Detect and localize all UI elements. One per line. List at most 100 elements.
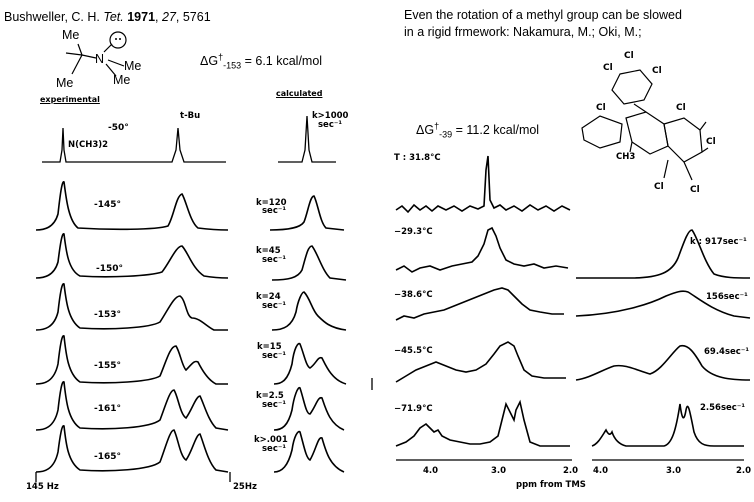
citation-authors: Bushweller, C. H. [4, 10, 100, 24]
r-axis-label: ppm from TMS [516, 480, 586, 490]
citation-year: 1971 [127, 10, 156, 24]
exp-spectrum-row2 [35, 233, 229, 279]
trip-cl-bond-1 [699, 121, 707, 131]
exp-spectrum-row5 [35, 381, 229, 431]
r-axis-tick-l-2: 2.0 [563, 466, 579, 476]
row-rate-4: k=15 [257, 342, 282, 352]
nmr-right-row4 [575, 344, 751, 381]
exp-spectrum-row6 [35, 425, 229, 473]
row-rate-2: k=45 [256, 246, 281, 256]
amine-bond-3 [71, 54, 83, 75]
trip-cl-1: Cl [603, 63, 613, 73]
trip-cl-6: Cl [706, 137, 716, 147]
trip-ring-top [611, 69, 653, 105]
r-row-temp-2: −29.3°C [394, 227, 433, 237]
calc-spectrum-row2 [271, 245, 347, 281]
left-citation: Bushweller, C. H. Tet. 1971, 27, 5761 [4, 10, 211, 24]
row-rate-1: k=120 [256, 198, 287, 208]
r-row-temp-3: −38.6°C [394, 290, 433, 300]
header-experimental: experimental [40, 95, 100, 104]
right-barrier: ΔG†-39 = 11.2 kcal/mol [416, 121, 539, 140]
amine-bond-5 [107, 59, 125, 67]
row-temp-3: -153° [94, 310, 122, 320]
left-axis-left-label: 145 Hz [26, 482, 59, 492]
r-row-rate-5: 2.56sec⁻¹ [700, 403, 746, 413]
trip-cl-5: Cl [676, 103, 686, 113]
nmr-left-row2 [395, 226, 569, 273]
row-temp-6: -165° [94, 452, 122, 462]
r-axis-tick-r-4: 4.0 [593, 466, 609, 476]
trip-bridge-1 [633, 103, 647, 113]
right-barrier-subscript: -39 [439, 129, 453, 140]
trip-ring-left [581, 115, 623, 149]
citation-journal: Tet. [103, 10, 124, 24]
r-row-temp-5: −71.9°C [394, 404, 433, 414]
right-caption-line1: Even the rotation of a methyl group can … [404, 8, 682, 22]
amine-label-me-right1: Me [124, 59, 142, 73]
trip-cl-bond-3 [683, 161, 693, 181]
triptycene-structure [581, 69, 709, 181]
r-row-temp-4: −45.5°C [394, 346, 433, 356]
row-rate-unit-4: sec⁻¹ [262, 351, 287, 361]
ref-rate: k>1000 [312, 111, 349, 121]
calc-spectrum-ref [278, 115, 336, 163]
citation-volume: 27 [162, 10, 176, 24]
amine-bond-4 [81, 54, 97, 59]
r-axis-tick-r-2: 2.0 [736, 466, 752, 476]
amine-bond-1 [77, 43, 83, 56]
exp-spectrum-row1 [35, 181, 229, 231]
amine-label-n: N [95, 52, 105, 66]
right-barrier-value: = 11.2 kcal/mol [455, 123, 540, 138]
amine-label-me-left: Me [56, 76, 74, 90]
header-calculated: calculated [276, 89, 323, 98]
citation-pages: 5761 [182, 10, 211, 24]
lone-pair-dot-1 [115, 38, 117, 40]
ref-temperature: -50° [108, 123, 129, 133]
nmr-left-row4 [395, 341, 566, 383]
left-barrier-delta: ΔG [200, 54, 219, 69]
r-row-rate-2: k : 917sec⁻¹ [690, 237, 747, 247]
exp-spectrum-ref [42, 127, 226, 163]
left-barrier-value: = 6.1 kcal/mol [244, 54, 323, 69]
row-rate-5: k=2.5 [256, 391, 284, 401]
amine-bond-6 [105, 63, 117, 77]
row-rate-unit-6: sec⁻¹ [262, 444, 287, 454]
row-rate-unit-2: sec⁻¹ [262, 255, 287, 265]
ref-peak-tbu: t-Bu [180, 111, 201, 121]
calc-spectrum-row1 [269, 195, 345, 231]
row-rate-3: k=24 [256, 292, 281, 302]
r-axis-tick-l-3: 3.0 [491, 466, 507, 476]
left-barrier-subscript: -153 [223, 60, 242, 71]
right-caption-line2: in a rigid frmework: Nakamura, M.; Oki, … [404, 25, 642, 39]
nmr-left-row5 [395, 399, 570, 447]
row-temp-2: -150° [96, 264, 124, 274]
amine-label-me-top: Me [62, 28, 80, 42]
nmr-right-row5 [591, 403, 744, 447]
amine-label-me-right2: Me [113, 73, 131, 87]
trip-cl-bond-4 [663, 159, 669, 179]
calc-spectrum-row6 [273, 430, 345, 473]
lone-pair-orbital [109, 31, 127, 49]
trip-cl-7: Cl [690, 185, 700, 195]
row-temp-4: -155° [94, 361, 122, 371]
row-temp-1: -145° [94, 200, 122, 210]
nmr-left-row3 [395, 287, 564, 321]
nmr-right-row3 [575, 290, 751, 319]
nmr-right-row2 [576, 229, 751, 279]
row-rate-6: k>.001 [254, 435, 288, 445]
exp-spectrum-row3 [35, 283, 228, 331]
trip-cl-bond-2 [701, 147, 709, 153]
r-row-rate-3: 156sec⁻¹ [706, 292, 748, 302]
trip-cl-2: Cl [624, 51, 634, 61]
trip-cl-8: Cl [654, 182, 664, 192]
trip-cl-3: Cl [652, 66, 662, 76]
amine-structure [65, 31, 127, 77]
trip-cl-4: Cl [596, 103, 606, 113]
trip-ch3: CH3 [616, 152, 636, 162]
calc-spectrum-row5 [273, 386, 345, 431]
calc-spectrum-row4 [273, 342, 347, 385]
ref-rate-unit: sec⁻¹ [318, 120, 343, 130]
nmr-left-row1 [395, 155, 571, 214]
right-barrier-delta: ΔG [416, 123, 435, 138]
